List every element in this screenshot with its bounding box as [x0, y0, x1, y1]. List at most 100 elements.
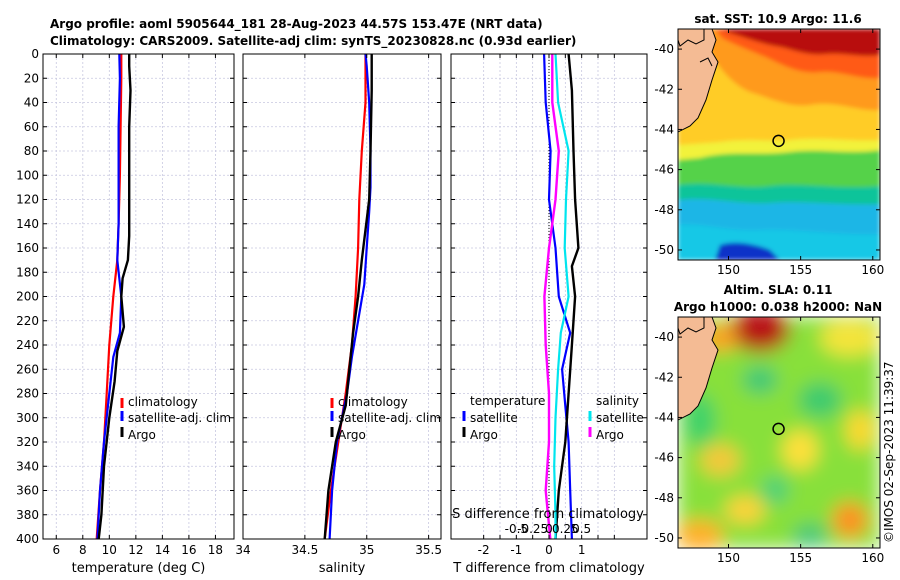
y-tick-label: 300 — [16, 411, 39, 425]
x-tick-label: 12 — [128, 543, 143, 557]
salinity-panel: 34 34.5 35 35.5 salinity — [235, 53, 442, 576]
legend-label-satellite: satellite-adj. clim — [128, 411, 231, 425]
map-y-tick-label: -44 — [654, 410, 674, 424]
y-tick-label: 280 — [16, 387, 39, 401]
difference-legend: temperature satellite Argo salinity sate… — [462, 394, 644, 442]
x-axis-label: temperature (deg C) — [72, 561, 206, 576]
y-tick-label: 340 — [16, 459, 39, 473]
imos-watermark: ©IMOS 02-Sep-2023 11:39:37 — [882, 361, 896, 543]
x-tick-label: -1 — [510, 543, 522, 557]
x-tick-label-top: 0.5 — [572, 522, 591, 536]
x-axis-label: salinity — [319, 561, 366, 576]
y-tick-label: 240 — [16, 338, 39, 352]
sst-map-frame — [677, 28, 881, 261]
x-tick-label-top: 0 — [545, 522, 553, 536]
map-y-tick-label: -50 — [654, 243, 674, 257]
grid — [242, 53, 441, 540]
x-tick-label: 35 — [359, 543, 374, 557]
series-line-t-argo — [554, 53, 580, 540]
x-tick-label: 10 — [102, 543, 117, 557]
x-tick-label-top: -0.5 — [505, 522, 528, 536]
argo-location-marker — [772, 134, 785, 148]
map-x-tick-label: 150 — [717, 263, 740, 277]
x-tick-label: 35.5 — [415, 543, 442, 557]
map-y-tick-label: -48 — [654, 491, 674, 505]
land-tasmania — [678, 317, 719, 421]
sla-map-frame — [677, 316, 881, 549]
series-line-argo — [323, 54, 373, 540]
title-line-1: Argo profile: aoml 5905644_181 28-Aug-20… — [50, 17, 543, 32]
legend-label-climatology: climatology — [128, 395, 198, 409]
y-tick-label: 120 — [16, 193, 39, 207]
x-tick-label: 6 — [52, 543, 60, 557]
x-tick-label: 16 — [181, 543, 196, 557]
y-tick-label: 100 — [16, 168, 39, 182]
series-line-argo — [97, 54, 132, 540]
y-tick-label: 320 — [16, 435, 39, 449]
x-tick-label: 34.5 — [292, 543, 319, 557]
land-tasmania — [678, 29, 719, 133]
x-tick-label: 14 — [155, 543, 170, 557]
coastline — [699, 57, 713, 67]
map-y-tick-label: -44 — [654, 122, 674, 136]
legend-label-argo: Argo — [338, 428, 366, 442]
map-x-tick-label: 150 — [717, 551, 740, 565]
sla-map — [678, 317, 880, 548]
y-tick-label: 260 — [16, 362, 39, 376]
y-tick-label: 400 — [16, 532, 39, 546]
y-tick-label: 200 — [16, 290, 39, 304]
map-y-tick-label: -42 — [654, 82, 674, 96]
y-tick-label: 220 — [16, 314, 39, 328]
x-tick-label: 34 — [235, 543, 250, 557]
map-y-tick-label: -42 — [654, 370, 674, 384]
temperature-panel: 0 20 40 60 80 100 120 140 160 180 200 220 240 260 280 3… — [16, 47, 235, 576]
x-axis-label-top: S difference from climatology — [452, 507, 644, 522]
y-tick-label: 40 — [24, 96, 39, 110]
y-tick-label: 140 — [16, 217, 39, 231]
y-tick-label: 180 — [16, 265, 39, 279]
sla-map-title-2: Argo h1000: 0.038 h2000: NaN — [674, 300, 882, 314]
y-tick-label: 0 — [31, 47, 39, 61]
difference-panel: -2 -1 0 1 T difference from climatology S dif… — [450, 53, 648, 576]
x-tick-label: 18 — [208, 543, 223, 557]
map-x-tick-label: 160 — [861, 551, 884, 565]
legend-title-salinity: salinity — [596, 394, 639, 408]
series-line-s-argo — [543, 54, 560, 540]
sla-map-axes: 150 155 160 -40 -42 -44 -46 -48 -50 — [654, 317, 884, 565]
title-line-2: Climatology: CARS2009. Satellite-adj cli… — [50, 34, 576, 49]
y-tick-label: 360 — [16, 484, 39, 498]
map-y-tick-label: -40 — [654, 42, 674, 56]
legend-label-t-satellite: satellite — [470, 411, 518, 425]
y-tick-label: 20 — [24, 71, 39, 85]
sla-map-title-1: Altim. SLA: 0.11 — [724, 283, 833, 297]
legend-label-satellite: satellite-adj. clim — [338, 411, 441, 425]
series-line-s-satellite — [553, 53, 570, 539]
temperature-legend: climatology satellite-adj. clim Argo — [120, 395, 231, 442]
map-y-tick-label: -40 — [654, 330, 674, 344]
x-tick-label: 8 — [79, 543, 87, 557]
map-x-tick-label: 155 — [789, 263, 812, 277]
x-tick-label: 0 — [545, 543, 553, 557]
legend-label-s-argo: Argo — [596, 428, 624, 442]
x-tick-label: -2 — [478, 543, 490, 557]
legend-label-s-satellite: satellite — [596, 411, 644, 425]
map-y-tick-label: -48 — [654, 203, 674, 217]
map-y-tick-label: -46 — [654, 451, 674, 465]
argo-location-marker — [772, 422, 785, 436]
salinity-legend: climatology satellite-adj. clim Argo — [330, 395, 441, 442]
x-axis-label: T difference from climatology — [452, 561, 645, 576]
legend-title-temperature: temperature — [470, 394, 545, 408]
x-tick-label: 1 — [578, 543, 586, 557]
legend-label-climatology: climatology — [338, 395, 408, 409]
sst-map-axes: 150 155 160 -40 -42 -44 -46 -48 -50 — [654, 29, 884, 277]
legend-label-argo: Argo — [128, 428, 156, 442]
y-tick-label: 60 — [24, 120, 39, 134]
sst-map-title: sat. SST: 10.9 Argo: 11.6 — [694, 12, 861, 26]
map-x-tick-label: 160 — [861, 263, 884, 277]
map-y-tick-label: -50 — [654, 531, 674, 545]
y-tick-label: 80 — [24, 144, 39, 158]
legend-label-t-argo: Argo — [470, 428, 498, 442]
map-x-tick-label: 155 — [789, 551, 812, 565]
y-tick-label: 380 — [16, 508, 39, 522]
